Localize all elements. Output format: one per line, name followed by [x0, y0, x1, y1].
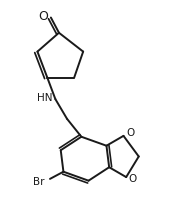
Text: O: O — [126, 128, 134, 138]
Text: Br: Br — [34, 177, 45, 187]
Text: HN: HN — [37, 93, 52, 103]
Text: O: O — [129, 174, 137, 184]
Text: O: O — [38, 10, 48, 23]
